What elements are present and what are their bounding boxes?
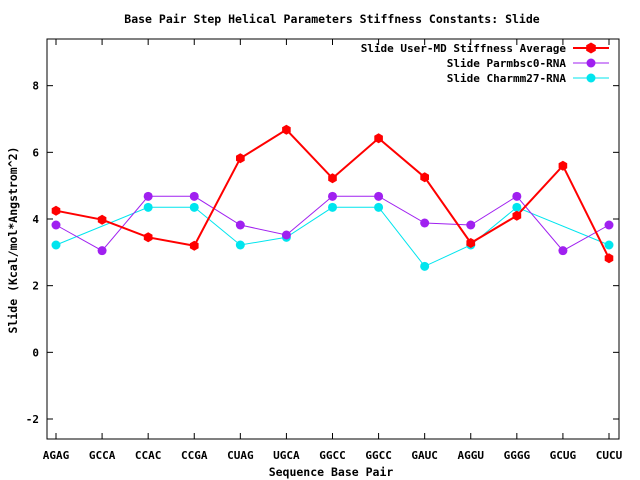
x-axis-label: Sequence Base Pair [269, 465, 394, 479]
data-point [420, 172, 429, 183]
y-tick-label: 4 [32, 213, 39, 226]
x-tick-label: AGAG [43, 449, 70, 462]
data-point [466, 238, 476, 248]
x-tick-label: CCGA [181, 449, 208, 462]
data-point [420, 261, 430, 271]
legend-label: Slide User-MD Stiffness Average [361, 42, 567, 55]
data-point [97, 246, 107, 256]
x-tick-label: CCAC [135, 449, 162, 462]
data-point [235, 220, 245, 230]
series-layer [51, 124, 614, 271]
x-tick-label: GCUG [550, 449, 577, 462]
legend-marker [586, 42, 596, 54]
y-tick-label: 0 [32, 346, 39, 359]
data-point [51, 240, 61, 250]
data-point [97, 214, 107, 225]
y-axis-label: Slide (Kcal/mol*Angstrom^2) [6, 147, 20, 334]
data-point [604, 253, 614, 264]
data-point [189, 191, 199, 201]
data-point [189, 202, 199, 212]
y-tick-label: 8 [32, 80, 39, 93]
data-point [374, 191, 384, 201]
x-axis: AGAG GCCA CCAC CCGA CUAG UGCA GGCC GGCC GAUC AGGU… [43, 39, 623, 462]
data-point [604, 240, 614, 250]
data-point [328, 191, 337, 201]
data-point [143, 232, 153, 243]
data-point [604, 220, 614, 230]
x-tick-label: UGCA [273, 449, 300, 462]
data-point [189, 240, 199, 251]
series [51, 191, 614, 256]
x-tick-label: CUAG [227, 449, 254, 462]
x-tick-label: GGGG [504, 449, 531, 462]
series [51, 124, 614, 264]
data-point [281, 230, 291, 240]
series [51, 202, 614, 271]
y-axis: -2 0 2 4 6 8 [26, 80, 619, 426]
legend-label: Slide Charmm27-RNA [447, 72, 567, 85]
x-tick-label: AGGU [458, 449, 485, 462]
data-point [51, 205, 61, 216]
data-point [143, 191, 153, 201]
data-point [282, 124, 291, 135]
data-point [466, 220, 476, 230]
data-point [420, 218, 430, 228]
legend-label: Slide Parmbsc0-RNA [447, 57, 567, 70]
chart-title: Base Pair Step Helical Parameters Stiffn… [124, 12, 539, 26]
data-point [143, 202, 153, 212]
data-point [328, 173, 337, 184]
series-line [55, 206, 610, 267]
data-point [512, 210, 522, 221]
data-point [512, 191, 522, 201]
y-tick-label: -2 [26, 413, 39, 426]
data-point [235, 240, 245, 250]
x-tick-label: CUCU [596, 449, 623, 462]
legend: Slide User-MD Stiffness Average Slide Par… [361, 42, 609, 85]
data-point [374, 202, 384, 212]
y-tick-label: 2 [32, 280, 39, 293]
data-point [374, 133, 383, 144]
plot-frame [46, 38, 620, 440]
data-point [328, 202, 337, 212]
x-tick-label: GAUC [411, 449, 438, 462]
data-point [51, 220, 61, 230]
legend-marker [586, 73, 596, 83]
y-tick-label: 6 [32, 146, 39, 159]
legend-marker [586, 58, 596, 68]
x-tick-label: GGCC [319, 449, 346, 462]
x-tick-label: GCCA [89, 449, 116, 462]
data-point [558, 246, 568, 256]
data-point [558, 160, 568, 171]
data-point [236, 153, 245, 164]
data-point [512, 202, 522, 212]
x-tick-label: GGCC [365, 449, 392, 462]
